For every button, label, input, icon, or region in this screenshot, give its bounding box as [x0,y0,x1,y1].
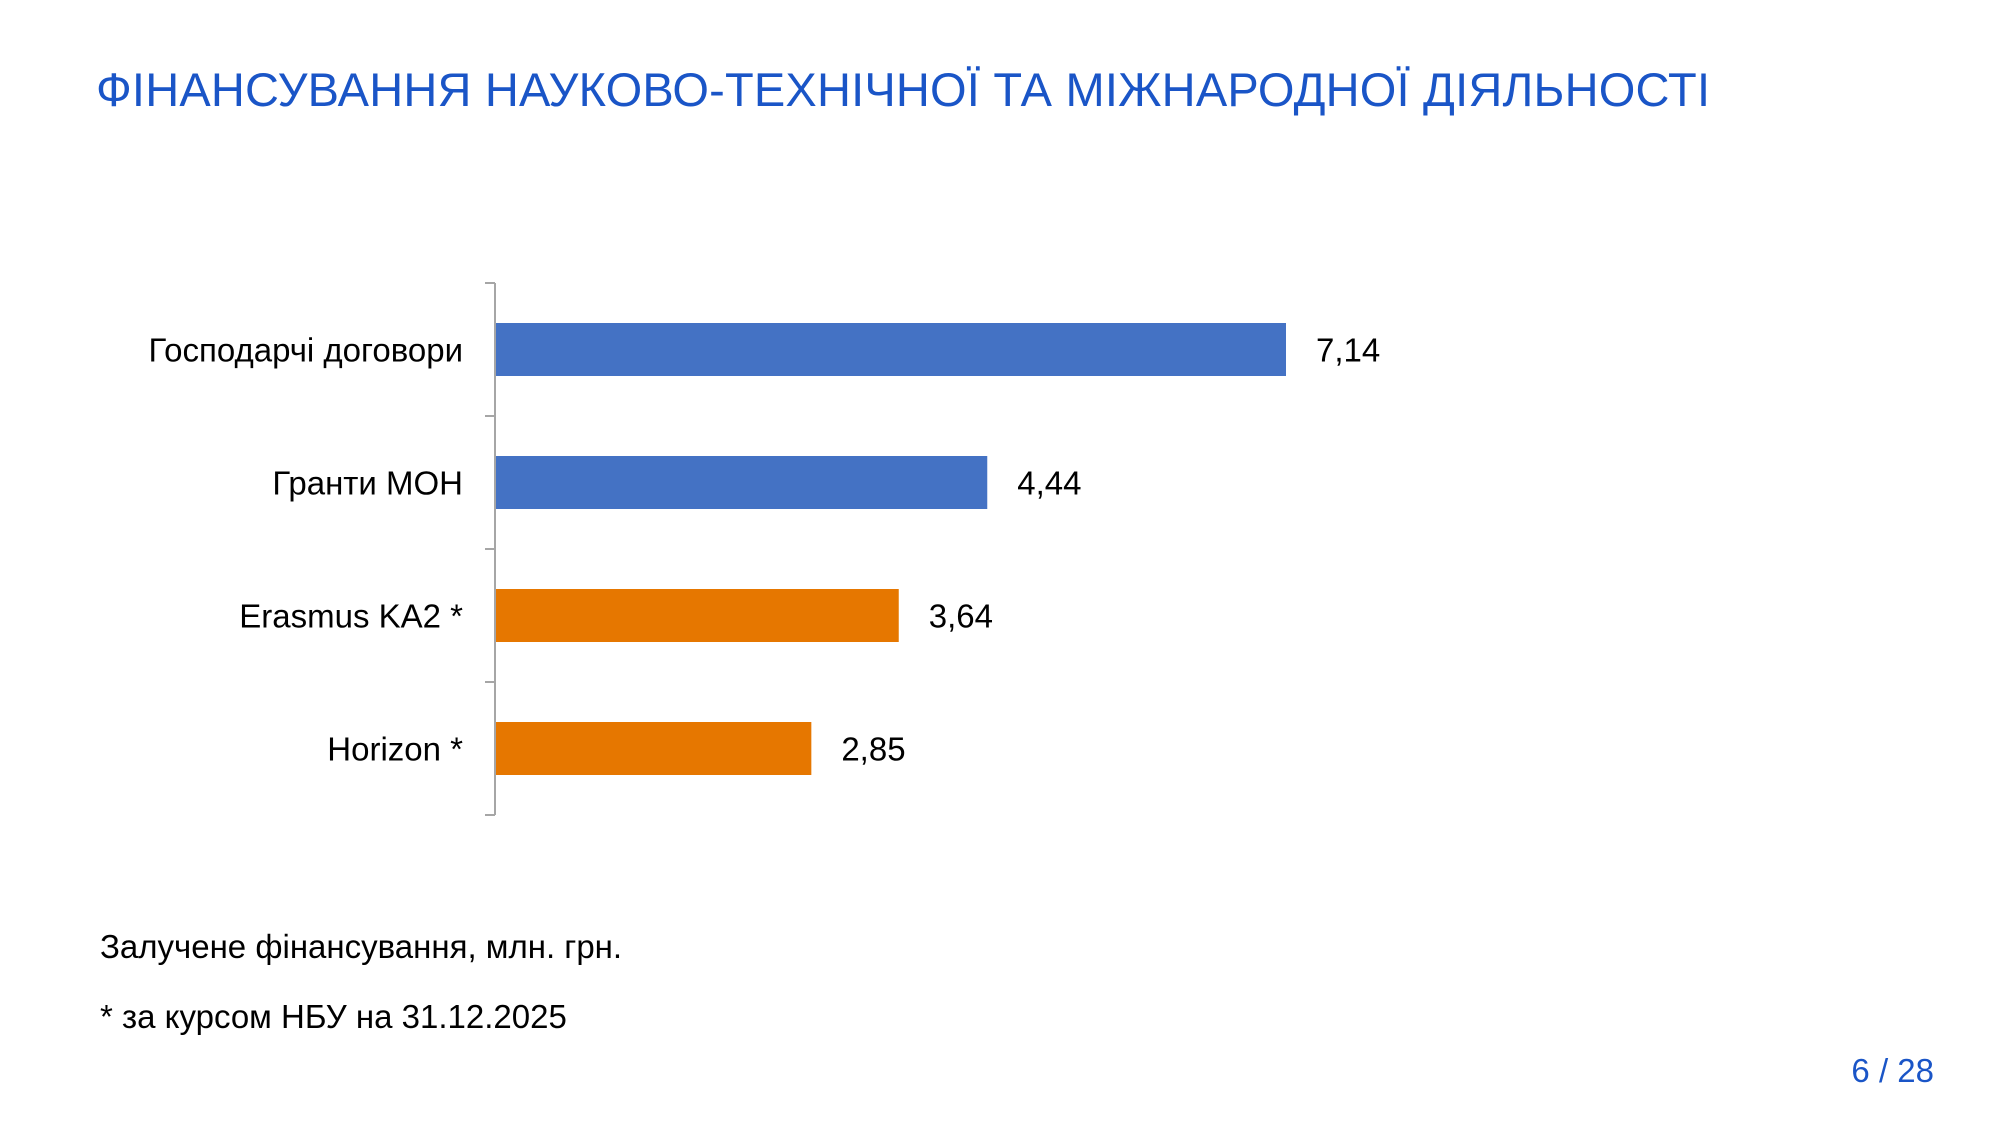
bar-1 [496,456,988,509]
page-number: 6 / 28 [1851,1052,1934,1089]
value-label: 4,44 [1017,465,1081,502]
bar-series [496,323,1286,775]
category-label: Гранти МОН [272,465,463,502]
bar-2 [496,589,899,642]
value-label: 7,14 [1316,332,1380,369]
chart-labels: Господарчі договори 7,14 Гранти МОН 4,44 Era… [148,332,1380,768]
category-label: Horizon * [327,731,463,768]
category-label: Erasmus KA2 * [239,598,463,635]
category-label: Господарчі договори [148,332,463,369]
value-label: 3,64 [929,598,993,635]
slide-title: ФІНАНСУВАННЯ НАУКОВО-ТЕХНІЧНОЇ ТА МІЖНАР… [96,63,1711,116]
funding-unit-note: Залучене фінансування, млн. грн. [100,928,623,965]
bar-3 [496,722,812,775]
category-axis [485,282,496,816]
value-label: 2,85 [841,731,905,768]
exchange-rate-footnote: * за курсом НБУ на 31.12.2025 [100,998,567,1035]
bar-0 [496,323,1286,376]
